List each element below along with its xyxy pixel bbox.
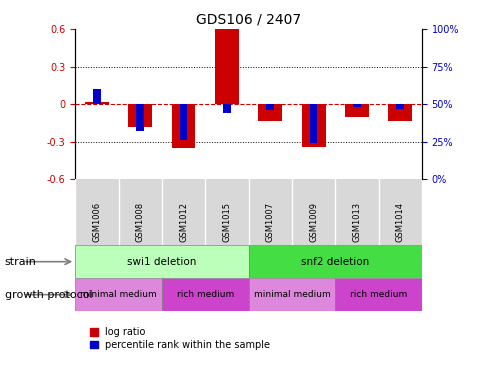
Bar bbox=[352, 104, 360, 107]
Bar bbox=[258, 104, 282, 120]
Bar bbox=[395, 104, 403, 109]
Text: rich medium: rich medium bbox=[176, 290, 233, 299]
Text: rich medium: rich medium bbox=[349, 290, 407, 299]
Text: GSM1015: GSM1015 bbox=[222, 202, 231, 242]
Text: GSM1013: GSM1013 bbox=[352, 202, 361, 242]
Bar bbox=[309, 104, 317, 143]
Bar bbox=[344, 104, 368, 117]
Bar bbox=[136, 104, 144, 131]
Bar bbox=[214, 29, 238, 104]
Bar bbox=[248, 245, 421, 278]
Bar bbox=[266, 104, 273, 110]
Bar bbox=[248, 278, 334, 311]
Text: swi1 deletion: swi1 deletion bbox=[127, 257, 196, 267]
Bar bbox=[301, 104, 325, 147]
Text: snf2 deletion: snf2 deletion bbox=[301, 257, 369, 267]
Bar bbox=[171, 104, 195, 148]
Text: strain: strain bbox=[5, 257, 37, 267]
Bar bbox=[388, 104, 411, 120]
Text: minimal medium: minimal medium bbox=[253, 290, 330, 299]
Bar bbox=[334, 278, 421, 311]
Bar bbox=[223, 104, 230, 113]
Text: GSM1008: GSM1008 bbox=[136, 202, 144, 242]
Text: growth protocol: growth protocol bbox=[5, 290, 92, 300]
Text: GSM1009: GSM1009 bbox=[308, 202, 318, 242]
Text: GSM1006: GSM1006 bbox=[92, 202, 101, 242]
Bar bbox=[75, 245, 248, 278]
Text: GSM1012: GSM1012 bbox=[179, 202, 188, 242]
Bar bbox=[162, 278, 248, 311]
Bar bbox=[75, 278, 162, 311]
Bar bbox=[179, 104, 187, 140]
Bar bbox=[85, 102, 108, 104]
Legend: log ratio, percentile rank within the sample: log ratio, percentile rank within the sa… bbox=[90, 327, 270, 350]
Text: GSM1007: GSM1007 bbox=[265, 202, 274, 242]
Text: minimal medium: minimal medium bbox=[80, 290, 156, 299]
Title: GDS106 / 2407: GDS106 / 2407 bbox=[196, 13, 301, 27]
Bar bbox=[128, 104, 152, 127]
Bar bbox=[93, 89, 101, 104]
Text: GSM1014: GSM1014 bbox=[395, 202, 404, 242]
